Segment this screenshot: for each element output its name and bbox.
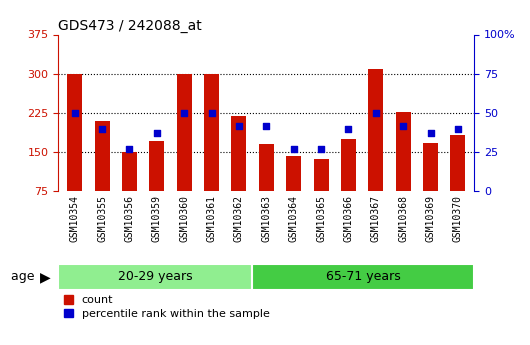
Bar	[314, 158, 329, 191]
Point	[372, 110, 380, 116]
Legend: count, percentile rank within the sample: count, percentile rank within the sample	[64, 295, 270, 319]
FancyBboxPatch shape	[252, 264, 474, 290]
Point	[180, 110, 189, 116]
Bar	[94, 121, 110, 191]
Text: ▶: ▶	[40, 270, 50, 284]
Text: GSM10362: GSM10362	[234, 195, 244, 242]
Point	[344, 126, 352, 131]
Bar	[176, 74, 192, 191]
Bar	[67, 74, 82, 191]
Bar	[232, 116, 246, 191]
Text: 20-29 years: 20-29 years	[118, 270, 193, 283]
Text: age: age	[11, 270, 38, 283]
Bar	[286, 156, 301, 191]
Point	[317, 146, 325, 152]
Bar	[122, 152, 137, 191]
Text: GSM10360: GSM10360	[179, 195, 189, 242]
Text: 65-71 years: 65-71 years	[326, 270, 401, 283]
Point	[125, 146, 134, 152]
Text: GSM10370: GSM10370	[453, 195, 463, 242]
Text: GSM10366: GSM10366	[343, 195, 354, 242]
Bar	[396, 112, 411, 191]
Text: GSM10369: GSM10369	[426, 195, 436, 242]
Bar	[149, 141, 164, 191]
Point	[289, 146, 298, 152]
Point	[235, 123, 243, 128]
Text: GSM10361: GSM10361	[207, 195, 217, 242]
Bar	[368, 69, 383, 191]
Bar	[341, 139, 356, 191]
FancyBboxPatch shape	[58, 264, 252, 290]
Text: GSM10365: GSM10365	[316, 195, 326, 242]
Text: GSM10355: GSM10355	[97, 195, 107, 242]
Text: GSM10359: GSM10359	[152, 195, 162, 242]
Point	[399, 123, 408, 128]
Point	[207, 110, 216, 116]
Bar	[204, 74, 219, 191]
Point	[426, 131, 435, 136]
Text: GDS473 / 242088_at: GDS473 / 242088_at	[58, 19, 202, 33]
Point	[70, 110, 79, 116]
Bar	[450, 136, 465, 191]
Point	[98, 126, 107, 131]
Bar	[259, 144, 274, 191]
Bar	[423, 143, 438, 191]
Text: GSM10368: GSM10368	[398, 195, 408, 242]
Point	[262, 123, 270, 128]
Text: GSM10367: GSM10367	[371, 195, 381, 242]
Text: GSM10363: GSM10363	[261, 195, 271, 242]
Point	[153, 131, 161, 136]
Point	[454, 126, 462, 131]
Text: GSM10356: GSM10356	[125, 195, 135, 242]
Text: GSM10364: GSM10364	[289, 195, 299, 242]
Text: GSM10354: GSM10354	[70, 195, 80, 242]
